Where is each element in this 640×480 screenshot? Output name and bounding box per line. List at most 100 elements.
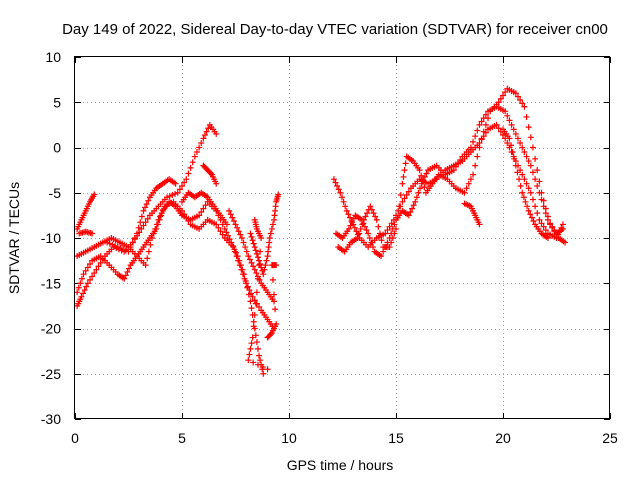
data-point	[124, 268, 131, 275]
data-point	[134, 230, 141, 237]
data-point	[407, 208, 414, 215]
data-point	[172, 190, 179, 197]
data-point	[248, 305, 255, 312]
data-point	[360, 216, 367, 223]
data-point	[174, 189, 181, 196]
data-point	[158, 212, 165, 219]
data-point	[250, 359, 257, 366]
data-point	[145, 197, 152, 204]
data-point	[527, 134, 534, 141]
data-point	[416, 167, 423, 174]
y-axis-label: SDTVAR / TECUs	[6, 182, 22, 294]
data-point	[523, 180, 530, 187]
data-point	[482, 111, 489, 118]
data-point	[538, 189, 545, 196]
x-tick-label: 0	[71, 430, 79, 446]
data-point	[254, 345, 261, 352]
data-point	[516, 176, 523, 183]
data-point	[262, 262, 269, 269]
data-point	[251, 266, 258, 273]
data-point	[530, 218, 537, 225]
data-point	[226, 207, 233, 214]
data-point	[221, 225, 228, 232]
data-point	[187, 164, 194, 171]
data-point	[202, 202, 209, 209]
data-point	[346, 214, 353, 221]
data-point	[252, 300, 259, 307]
data-point	[251, 244, 258, 251]
y-tick-label: -20	[41, 321, 61, 337]
data-point	[251, 297, 258, 304]
data-point	[470, 171, 477, 178]
data-point	[257, 357, 264, 364]
data-point	[138, 213, 145, 220]
data-point	[349, 219, 356, 226]
data-point	[200, 205, 207, 212]
data-point	[364, 210, 371, 217]
data-point	[95, 263, 102, 270]
data-point	[260, 370, 267, 377]
data-point	[183, 176, 190, 183]
data-point	[525, 158, 532, 165]
data-point	[248, 259, 255, 266]
data-point	[525, 124, 532, 131]
data-point	[198, 208, 205, 215]
data-point	[243, 248, 250, 255]
data-point	[536, 216, 543, 223]
data-point	[521, 103, 528, 110]
data-point	[413, 194, 420, 201]
data-point	[86, 261, 93, 268]
series-track-17	[500, 126, 551, 241]
x-tick-label: 10	[281, 430, 297, 446]
data-point	[500, 92, 506, 99]
data-point	[368, 239, 375, 246]
data-point	[260, 271, 267, 278]
data-point	[91, 191, 98, 198]
data-point	[418, 172, 425, 179]
data-point	[241, 271, 248, 278]
data-point	[403, 192, 410, 199]
data-point	[410, 202, 417, 209]
data-point	[240, 239, 247, 246]
data-point	[145, 248, 152, 255]
data-point	[233, 249, 240, 256]
y-tick-label: -5	[49, 185, 62, 201]
data-point	[520, 194, 527, 201]
data-point	[338, 194, 345, 201]
data-point	[476, 121, 483, 128]
data-point	[465, 180, 472, 187]
data-point	[359, 221, 366, 228]
data-point	[269, 276, 276, 283]
data-point	[164, 194, 171, 201]
data-point	[142, 219, 149, 226]
data-point	[472, 162, 479, 169]
data-point	[267, 230, 274, 237]
data-point	[417, 185, 424, 192]
y-tick-label: -10	[41, 230, 61, 246]
data-point	[253, 289, 260, 296]
data-point	[248, 233, 255, 240]
data-point	[365, 230, 372, 237]
series-track-6	[104, 176, 179, 255]
data-point	[137, 219, 144, 226]
data-point	[80, 290, 87, 297]
data-point	[399, 198, 406, 205]
data-point	[345, 211, 352, 218]
data-point	[495, 125, 502, 132]
data-point	[97, 259, 104, 266]
data-point	[388, 220, 395, 227]
data-point	[247, 230, 254, 237]
data-point	[89, 230, 96, 237]
data-point	[104, 239, 111, 246]
data-point	[455, 160, 462, 167]
x-axis-label: GPS time / hours	[287, 457, 394, 473]
data-point	[521, 176, 528, 183]
data-point	[378, 253, 385, 260]
data-point	[203, 128, 210, 135]
data-point	[117, 245, 124, 252]
data-point	[268, 225, 275, 232]
data-point	[131, 235, 138, 241]
data-point	[271, 298, 278, 305]
data-point	[215, 224, 222, 231]
data-point	[510, 126, 517, 133]
